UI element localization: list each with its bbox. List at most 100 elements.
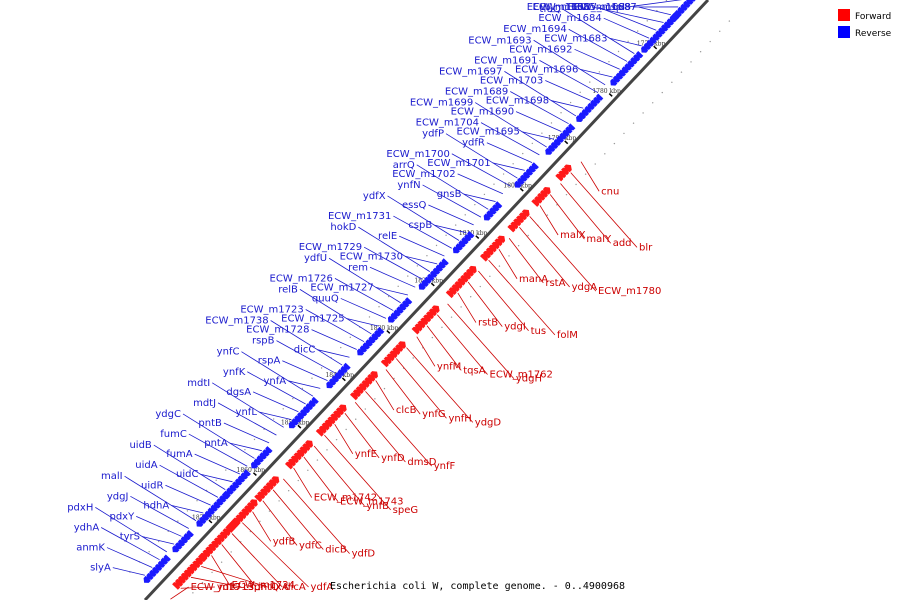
leader-line <box>190 576 242 588</box>
guide-dot <box>493 183 495 185</box>
guide-dot <box>584 173 587 175</box>
tick-mark <box>430 282 435 287</box>
leader-line <box>457 292 477 323</box>
guide-dot <box>186 510 189 512</box>
guide-dot <box>546 214 549 216</box>
leader-line <box>171 504 204 514</box>
reverse-gene-label: ECW_m1689 <box>445 86 508 97</box>
reverse-gene-label: slyA <box>90 563 111 574</box>
guide-dot <box>320 367 323 369</box>
reverse-gene-label: ECW_m1690 <box>451 107 514 118</box>
forward-gene-label: ydgI <box>504 322 526 333</box>
leader-line <box>165 484 211 506</box>
leader-line <box>241 351 314 397</box>
leader-line <box>428 204 474 226</box>
guide-dot <box>483 193 486 196</box>
leader-line <box>486 142 533 163</box>
leader-line <box>313 445 365 507</box>
reverse-gene-label: ECW_m1738 <box>205 316 268 327</box>
leader-line <box>580 161 600 192</box>
leader-line <box>328 257 401 304</box>
leader-line <box>504 71 577 117</box>
leader-line <box>217 402 277 436</box>
reverse-gene-label: ECW_m1729 <box>299 242 362 253</box>
forward-gene-label: dicB <box>325 545 347 556</box>
guide-dot <box>407 275 409 277</box>
guide-dot <box>469 296 472 298</box>
reverse-gene-label: ECW_m1683 <box>544 33 607 44</box>
leader-line <box>562 8 635 54</box>
leader-line <box>231 533 283 588</box>
guide-dot <box>301 387 304 390</box>
guide-dot <box>393 377 395 380</box>
forward-gene-label: manA <box>519 274 548 285</box>
guide-dot <box>502 173 505 175</box>
guide-dot <box>527 234 529 237</box>
guide-dot <box>623 132 625 135</box>
guide-dot <box>272 418 275 420</box>
leader-line <box>416 336 436 367</box>
leader-line <box>159 464 219 498</box>
leader-line <box>194 453 241 475</box>
forward-gene-label: add <box>613 238 632 249</box>
forward-gene-label: ECW_m1762 <box>490 370 553 381</box>
leader-line <box>130 495 189 529</box>
leader-line <box>387 195 460 241</box>
guide-dot <box>508 255 510 257</box>
reverse-gene-label: pdxH <box>67 502 93 513</box>
guide-dot <box>474 203 476 206</box>
leader-line <box>303 456 339 502</box>
guide-dot <box>326 449 328 451</box>
forward-gene-label: blr <box>639 242 653 253</box>
guide-dot <box>719 30 721 33</box>
forward-gene-arrow <box>338 404 347 413</box>
leader-line <box>344 412 380 459</box>
forward-gene-label: malY <box>586 234 612 245</box>
reverse-gene-arrow <box>531 162 539 170</box>
reverse-gene-label: ECW_m1730 <box>340 251 403 262</box>
guide-dot <box>215 479 217 481</box>
legend-reverse-swatch <box>838 26 850 38</box>
tick-mark <box>252 472 257 477</box>
reverse-gene-label: tfaQ <box>539 4 561 15</box>
reverse-gene-label: hdhA <box>143 500 169 511</box>
guide-dot <box>522 152 524 155</box>
reverse-gene-label: ECW_m1703 <box>480 75 543 86</box>
leader-line <box>247 371 306 405</box>
reverse-gene-label: ECW_m1723 <box>240 304 303 315</box>
guide-dot <box>454 224 457 226</box>
leader-line <box>282 360 328 381</box>
reverse-gene-label: ECW_m1698 <box>486 96 549 107</box>
guide-dot <box>569 101 572 104</box>
forward-gene-label: ynfG <box>422 409 446 420</box>
tick-mark <box>475 235 480 240</box>
guide-dot <box>335 438 338 441</box>
guide-dot <box>560 112 562 114</box>
forward-gene-arrow <box>468 265 477 274</box>
guide-dot <box>349 336 351 339</box>
guide-dot <box>575 183 577 186</box>
reverse-gene-label: pntB <box>198 418 222 429</box>
legend-forward-swatch <box>838 9 850 21</box>
leader-line <box>334 423 354 454</box>
reverse-gene-arrow <box>405 297 413 305</box>
reverse-gene-arrow <box>441 258 449 266</box>
reverse-gene-label: rspB <box>252 336 275 347</box>
leader-line <box>393 215 452 249</box>
leader-line <box>311 329 357 350</box>
tick-label: 1860 kbp <box>237 467 266 474</box>
reverse-gene-label: uidA <box>135 460 157 471</box>
leader-line <box>242 522 309 588</box>
forward-gene-label: flxA <box>270 582 289 593</box>
forward-gene-label: ydgH <box>516 374 542 385</box>
leader-line <box>95 507 168 553</box>
leader-line <box>288 380 321 389</box>
reverse-gene-label: ECW_m1688 <box>568 2 631 13</box>
leader-line <box>395 358 447 419</box>
guide-dot <box>253 438 256 441</box>
reverse-gene-arrow <box>467 231 475 238</box>
reverse-gene-arrow <box>636 51 644 58</box>
reverse-gene-label: tyrS <box>120 532 140 543</box>
forward-gene-label: rstB <box>478 318 498 329</box>
